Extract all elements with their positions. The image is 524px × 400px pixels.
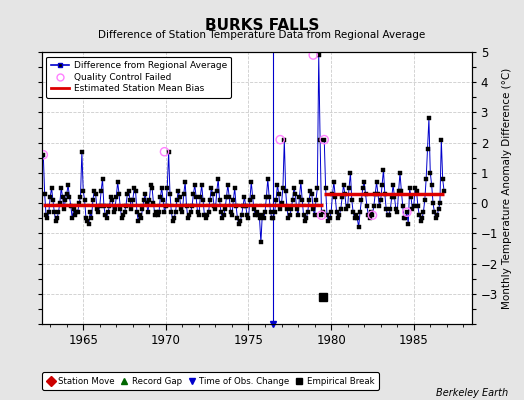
Text: Difference of Station Temperature Data from Regional Average: Difference of Station Temperature Data f… [99, 30, 425, 40]
Y-axis label: Monthly Temperature Anomaly Difference (°C): Monthly Temperature Anomaly Difference (… [502, 67, 512, 309]
Legend: Difference from Regional Average, Quality Control Failed, Estimated Station Mean: Difference from Regional Average, Qualit… [47, 56, 231, 98]
Legend: Station Move, Record Gap, Time of Obs. Change, Empirical Break: Station Move, Record Gap, Time of Obs. C… [42, 372, 379, 390]
Text: Berkeley Earth: Berkeley Earth [436, 388, 508, 398]
Point [160, 148, 169, 155]
Point [309, 52, 318, 58]
Point [276, 136, 285, 143]
Point [368, 212, 377, 218]
Point [318, 212, 326, 218]
Text: BURKS FALLS: BURKS FALLS [205, 18, 319, 33]
Point [320, 136, 329, 143]
Point [39, 152, 48, 158]
Point [402, 209, 411, 215]
